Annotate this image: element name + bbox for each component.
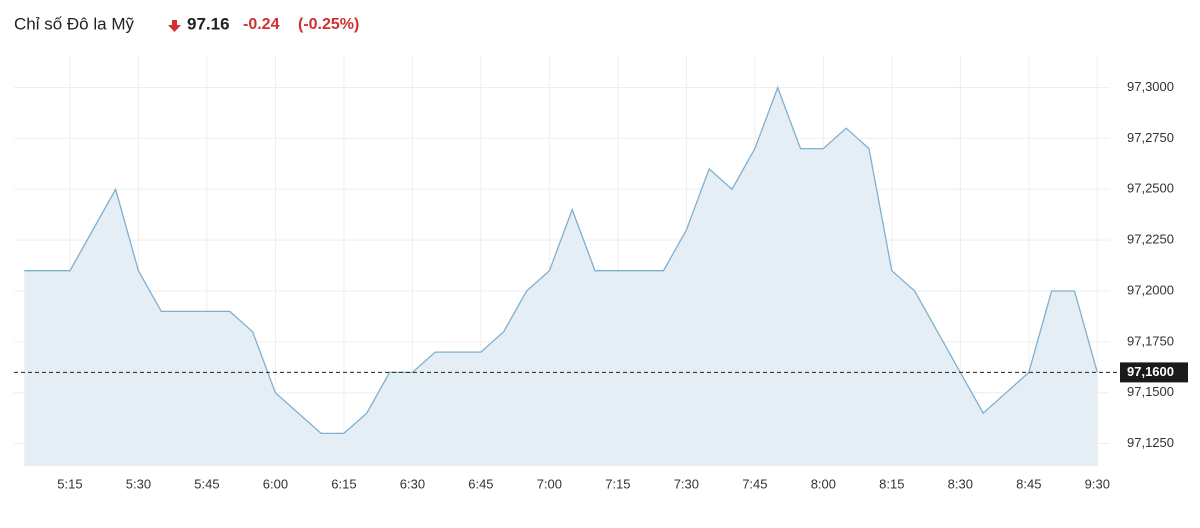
x-tick-label: 5:30 xyxy=(126,476,151,491)
x-tick-label: 5:45 xyxy=(194,476,219,491)
x-tick-label: 8:15 xyxy=(879,476,904,491)
x-tick-label: 7:15 xyxy=(605,476,630,491)
area xyxy=(24,87,1098,466)
x-tick-label: 6:30 xyxy=(400,476,425,491)
line xyxy=(24,85,1098,435)
x-tick-label: 9:30 xyxy=(1085,476,1110,491)
last-price-box xyxy=(1120,362,1188,383)
price: 97.16 xyxy=(187,14,230,33)
chart-title: Chỉ số Đô la Mỹ xyxy=(14,14,134,33)
x-tick-label: 6:45 xyxy=(468,476,493,491)
y-tick-label: 97,1750 xyxy=(1127,333,1174,348)
change-percent: (-0.25%) xyxy=(298,16,359,33)
change: -0.24 xyxy=(243,16,280,33)
last-price-label: 97,1600 xyxy=(1127,364,1174,379)
down-arrow-icon xyxy=(168,20,181,32)
y-tick-label: 97,2750 xyxy=(1127,130,1174,145)
x-tick-label: 8:45 xyxy=(1016,476,1041,491)
x-tick-label: 7:30 xyxy=(674,476,699,491)
x-tick-label: 7:45 xyxy=(742,476,767,491)
x-tick-label: 8:00 xyxy=(811,476,836,491)
x-tick-label: 6:00 xyxy=(263,476,288,491)
y-tick-label: 97,3000 xyxy=(1127,79,1174,94)
x-tick-label: 7:00 xyxy=(537,476,562,491)
y-tick-label: 97,2000 xyxy=(1127,282,1174,297)
x-tick-label: 6:15 xyxy=(331,476,356,491)
y-tick-label: 97,2500 xyxy=(1127,181,1174,196)
y-tick-label: 97,2250 xyxy=(1127,232,1174,247)
x-tick-label: 5:15 xyxy=(57,476,82,491)
y-tick-label: 97,1250 xyxy=(1127,435,1174,450)
y-tick-label: 97,1500 xyxy=(1127,384,1174,399)
x-tick-label: 8:30 xyxy=(948,476,973,491)
